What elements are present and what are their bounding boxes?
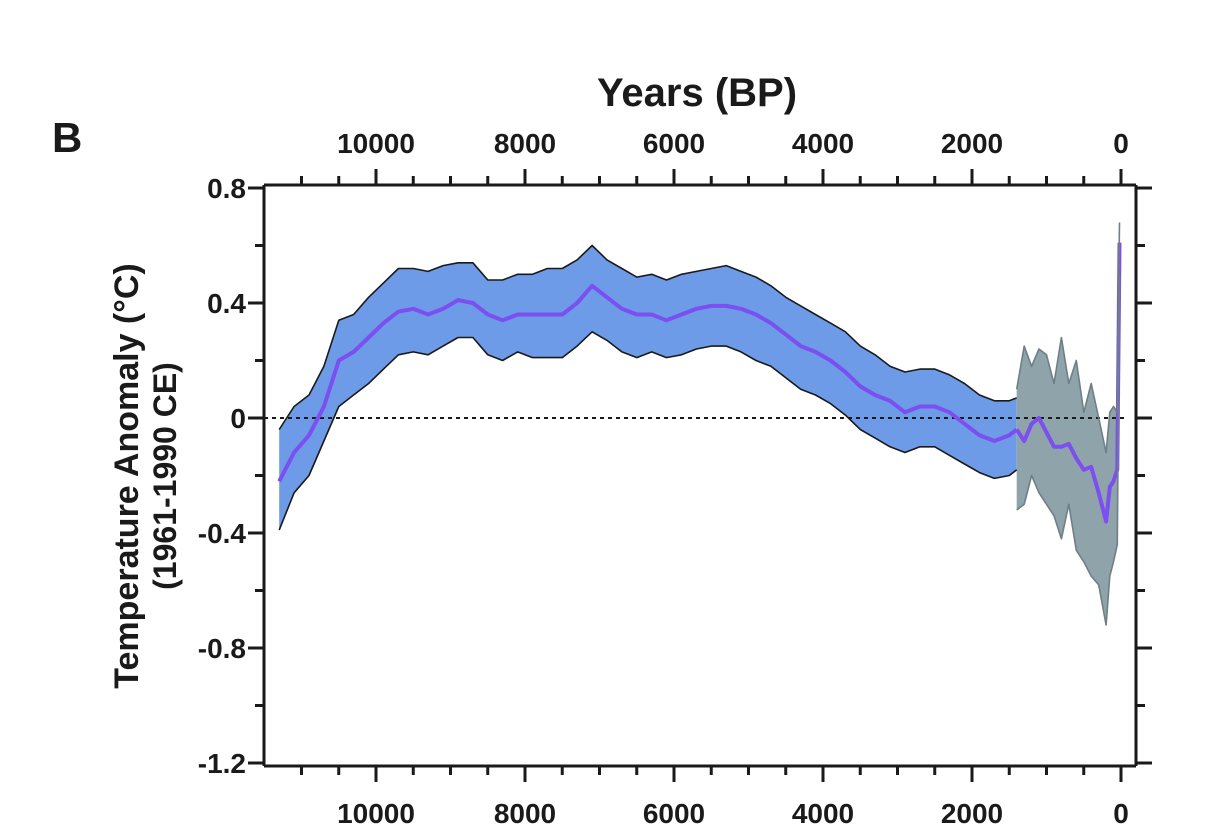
y-axis-title-line-1: Temperature Anomaly (°C) bbox=[108, 263, 146, 688]
y-axis-title: Temperature Anomaly (°C) (1961-1990 CE) bbox=[108, 263, 183, 688]
top-x-tick-label: 2000 bbox=[941, 128, 1003, 159]
bottom-x-tick-label: 4000 bbox=[792, 798, 854, 829]
series-lines bbox=[277, 222, 1122, 626]
y-axis-title-line-2: (1961-1990 CE) bbox=[147, 362, 183, 590]
recent-lower-bound-line bbox=[1016, 274, 1121, 626]
recent-mean-line bbox=[1015, 242, 1122, 524]
holocene-uncertainty-band bbox=[279, 245, 1017, 531]
holocene-lower-bound-line bbox=[278, 331, 1018, 531]
axes-frame bbox=[262, 183, 1138, 768]
top-x-axis: 10000 8000 6000 4000 2000 0 bbox=[300, 128, 1129, 185]
top-x-tick-label: 10000 bbox=[337, 128, 415, 159]
bottom-x-tick-label: 2000 bbox=[941, 798, 1003, 829]
y-tick-label: -1.2 bbox=[198, 748, 246, 779]
recent-uncertainty-band bbox=[1016, 222, 1120, 625]
y-tick-label: 0 bbox=[230, 403, 246, 434]
left-y-axis: 0.8 0.4 0 -0.4 -0.8 -1.2 bbox=[198, 173, 264, 779]
holocene-upper-bound-line bbox=[278, 244, 1017, 430]
bottom-x-tick-label: 10000 bbox=[337, 798, 415, 829]
y-tick-label: 0.8 bbox=[207, 173, 246, 204]
top-x-tick-label: 8000 bbox=[494, 128, 556, 159]
top-x-tick-label: 0 bbox=[1113, 128, 1129, 159]
bottom-x-tick-label: 6000 bbox=[643, 798, 705, 829]
bottom-x-axis: 10000 8000 6000 4000 2000 0 bbox=[300, 766, 1129, 829]
recent-upper-bound-line bbox=[1015, 222, 1121, 454]
y-tick-label: -0.4 bbox=[198, 518, 247, 549]
top-x-tick-label: 6000 bbox=[643, 128, 705, 159]
top-x-tick-label: 4000 bbox=[792, 128, 854, 159]
panel-label: B bbox=[52, 114, 82, 161]
right-y-axis bbox=[1136, 186, 1152, 765]
uncertainty-bands bbox=[279, 222, 1120, 625]
bottom-x-tick-label: 8000 bbox=[494, 798, 556, 829]
chart-title: Years (BP) bbox=[597, 71, 797, 115]
plot-area bbox=[264, 222, 1126, 626]
holocene-mean-line bbox=[277, 283, 1018, 483]
y-tick-label: -0.8 bbox=[198, 633, 246, 664]
bottom-x-tick-label: 0 bbox=[1113, 798, 1129, 829]
y-tick-label: 0.4 bbox=[207, 288, 246, 319]
